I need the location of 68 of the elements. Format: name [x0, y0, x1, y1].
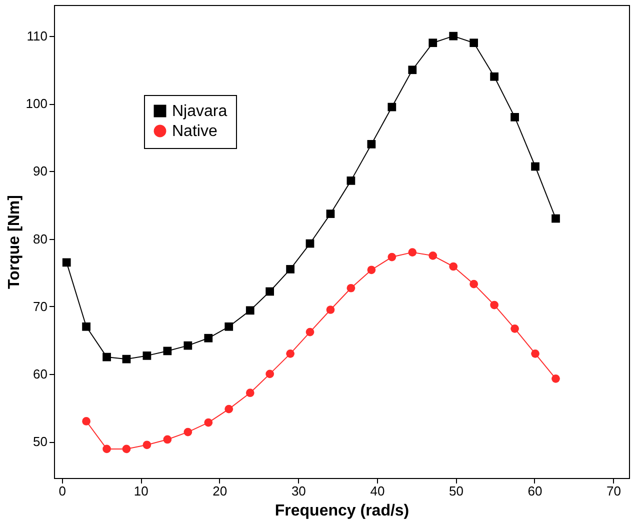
point: [163, 346, 172, 356]
point: [346, 176, 356, 185]
x-tick-label: 0: [58, 484, 66, 498]
point: [246, 306, 254, 315]
point: [266, 370, 274, 378]
point: [449, 32, 458, 40]
x-tick-label: 30: [291, 484, 306, 498]
point: [306, 239, 314, 248]
point: [428, 252, 438, 260]
y-tick-label: 100: [26, 96, 48, 112]
point: [490, 300, 498, 310]
point: [163, 435, 172, 444]
point: [388, 102, 396, 112]
y-tick-label: 80: [33, 231, 48, 246]
point: [470, 38, 478, 48]
point: [367, 266, 376, 274]
point: [204, 334, 213, 342]
x-tick-label: 10: [134, 484, 148, 498]
point: [246, 388, 254, 398]
legend-label: Native: [172, 123, 218, 140]
y-axis-title: Torque [Nm]: [6, 195, 23, 289]
point: [326, 306, 335, 314]
point: [388, 252, 396, 262]
point: [122, 444, 131, 454]
point: [82, 322, 90, 331]
y-tick-label: 70: [33, 298, 48, 314]
y-tick-label: 90: [33, 164, 48, 179]
point: [286, 349, 294, 358]
point: [306, 328, 314, 336]
x-tick-label: 40: [370, 484, 385, 498]
point: [286, 265, 294, 274]
point: [408, 66, 417, 74]
x-tick-label: 60: [528, 484, 542, 498]
point: [184, 341, 192, 350]
x-tick-label: 70: [606, 484, 621, 498]
point: [224, 404, 234, 414]
y-tick-label: 60: [33, 366, 48, 382]
y-tick-label: 50: [33, 434, 48, 450]
point: [449, 262, 458, 271]
point: [326, 210, 335, 218]
point: [470, 280, 478, 288]
point: [224, 322, 234, 331]
y-tick-label: 110: [26, 28, 48, 44]
point: [82, 417, 90, 426]
x-tick-label: 50: [448, 484, 464, 498]
point: [122, 354, 131, 364]
point: [367, 140, 376, 148]
point: [266, 287, 274, 296]
point: [408, 248, 417, 256]
point: [102, 352, 111, 362]
point: [142, 440, 152, 450]
x-tick-label: 20: [212, 484, 228, 498]
point: [428, 38, 438, 48]
point: [552, 214, 560, 223]
legend-label: Njavara: [172, 103, 228, 120]
point: [510, 324, 519, 333]
point: [510, 112, 519, 122]
point: [62, 258, 71, 267]
point: [102, 444, 111, 454]
point: [346, 284, 356, 292]
point: [490, 72, 498, 81]
point: [552, 374, 560, 383]
point: [204, 418, 213, 427]
x-axis-title: Frequency (rad/s): [274, 502, 410, 520]
point: [531, 349, 540, 358]
point: [531, 162, 540, 171]
point: [184, 428, 192, 436]
point: [142, 352, 152, 360]
